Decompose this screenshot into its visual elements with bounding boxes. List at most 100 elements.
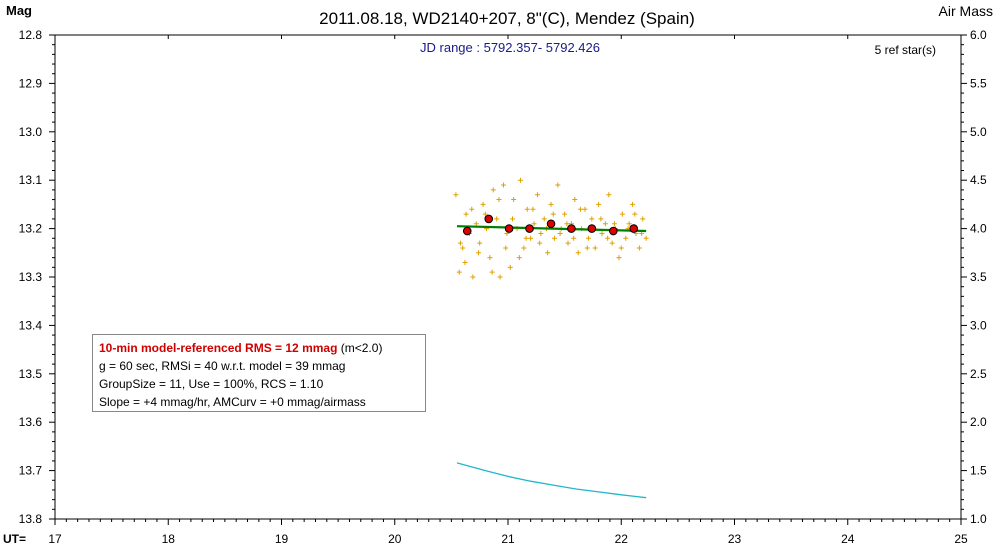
y-right-tick-label: 5.0 <box>970 125 987 139</box>
statistics-box: 10-min model-referenced RMS = 12 mmag (m… <box>92 334 426 412</box>
binned-data-point <box>484 214 494 224</box>
y-right-tick-label: 4.5 <box>970 173 987 187</box>
raw-data-point <box>453 192 459 198</box>
rms-line: 10-min model-referenced RMS = 12 mmag (m… <box>99 339 425 357</box>
raw-data-point <box>463 211 469 217</box>
y-left-tick-label: 13.6 <box>19 415 43 429</box>
raw-data-point <box>482 211 488 217</box>
data-marks <box>453 177 649 499</box>
raw-data-point <box>585 235 591 241</box>
raw-data-point <box>609 240 615 246</box>
raw-data-point <box>643 235 649 241</box>
binned-data-point <box>629 224 639 233</box>
raw-data-point <box>592 245 598 251</box>
y-right-tick-label: 1.5 <box>970 464 987 478</box>
raw-data-point <box>602 221 608 227</box>
raw-data-point <box>596 201 602 207</box>
y-left-tick-label: 12.9 <box>19 76 43 90</box>
y-left-tick-label: 13.8 <box>19 512 43 526</box>
raw-data-point <box>598 216 604 222</box>
raw-data-point <box>630 201 636 207</box>
raw-data-point <box>589 216 595 222</box>
raw-data-point <box>497 274 503 280</box>
y-axis-right-label: Air Mass <box>939 3 993 19</box>
x-tick-label: 20 <box>388 532 402 546</box>
raw-data-point <box>534 192 540 198</box>
y-left-tick-label: 13.2 <box>19 222 43 236</box>
raw-data-point <box>611 221 617 227</box>
y-left-tick-label: 13.7 <box>19 464 43 478</box>
jd-range-label: JD range : 5792.357- 5792.426 <box>420 40 600 55</box>
raw-data-point <box>572 197 578 203</box>
y-left-tick-label: 13.0 <box>19 125 43 139</box>
raw-data-point <box>636 245 642 251</box>
raw-data-point <box>551 235 557 241</box>
raw-data-point <box>577 206 583 212</box>
raw-data-point <box>530 206 536 212</box>
raw-data-point <box>496 197 502 203</box>
y-right-tick-label: 5.5 <box>970 76 987 90</box>
ref-stars-label: 5 ref star(s) <box>875 43 936 57</box>
raw-data-point <box>531 221 537 227</box>
raw-data-point <box>564 221 570 227</box>
raw-data-point <box>599 230 605 236</box>
raw-data-point <box>565 240 571 246</box>
raw-data-point <box>516 255 522 261</box>
y-left-tick-label: 13.4 <box>19 318 43 332</box>
raw-data-point <box>618 245 624 251</box>
raw-data-point <box>528 235 534 241</box>
raw-data-point <box>490 187 496 193</box>
raw-data-point <box>605 235 611 241</box>
raw-data-point <box>489 269 495 275</box>
raw-data-point <box>640 216 646 222</box>
raw-data-point <box>473 221 479 227</box>
raw-data-point <box>521 245 527 251</box>
binned-data-point <box>587 224 597 233</box>
raw-data-point <box>480 201 486 207</box>
raw-data-point <box>523 235 529 241</box>
binned-data-point <box>546 219 556 229</box>
raw-data-point <box>510 216 516 222</box>
raw-data-point <box>557 230 563 236</box>
raw-data-point <box>507 264 513 270</box>
raw-data-point <box>571 235 577 241</box>
binned-data-point <box>567 224 576 233</box>
chart-title: 2011.08.18, WD2140+207, 8"(C), Mendez (S… <box>319 9 695 28</box>
x-tick-label: 18 <box>162 532 176 546</box>
y-right-tick-label: 2.0 <box>970 415 987 429</box>
raw-data-point <box>555 182 561 188</box>
raw-data-point <box>582 206 588 212</box>
raw-data-point <box>511 197 517 203</box>
y-right-tick-label: 6.0 <box>970 28 987 42</box>
raw-data-point <box>541 216 547 222</box>
x-tick-label: 21 <box>501 532 515 546</box>
plot-frame <box>54 34 962 520</box>
x-tick-label: 17 <box>48 532 62 546</box>
raw-data-point <box>545 250 551 256</box>
raw-data-point <box>456 269 462 275</box>
y-right-tick-label: 3.5 <box>970 270 987 284</box>
y-right-tick-label: 2.5 <box>970 367 987 381</box>
raw-data-point <box>517 177 523 183</box>
y-left-tick-label: 13.5 <box>19 367 43 381</box>
y-left-tick-label: 12.8 <box>19 28 43 42</box>
raw-data-point <box>550 211 556 217</box>
x-tick-label: 25 <box>954 532 968 546</box>
raw-data-point <box>584 245 590 251</box>
binned-data-point <box>504 224 514 233</box>
axis-ticks: 17 18 19 20 21 22 23 24 25 12.8 12.9 13.0 13.1 13.2 13… <box>19 28 987 546</box>
binned-data-point <box>525 224 534 233</box>
raw-data-point <box>494 216 500 222</box>
raw-data-point <box>562 211 568 217</box>
raw-data-point <box>487 255 493 261</box>
raw-data-point <box>476 250 482 256</box>
rms-condition: (m<2.0) <box>337 341 383 355</box>
stats-line-3: GroupSize = 11, Use = 100%, RCS = 1.10 <box>99 377 324 391</box>
stats-line-4: Slope = +4 mmag/hr, AMCurv = +0 mmag/air… <box>99 395 366 409</box>
raw-data-point <box>537 240 543 246</box>
raw-data-point <box>575 250 581 256</box>
x-tick-label: 24 <box>841 532 855 546</box>
x-tick-label: 19 <box>275 532 289 546</box>
raw-data-point <box>616 255 622 261</box>
